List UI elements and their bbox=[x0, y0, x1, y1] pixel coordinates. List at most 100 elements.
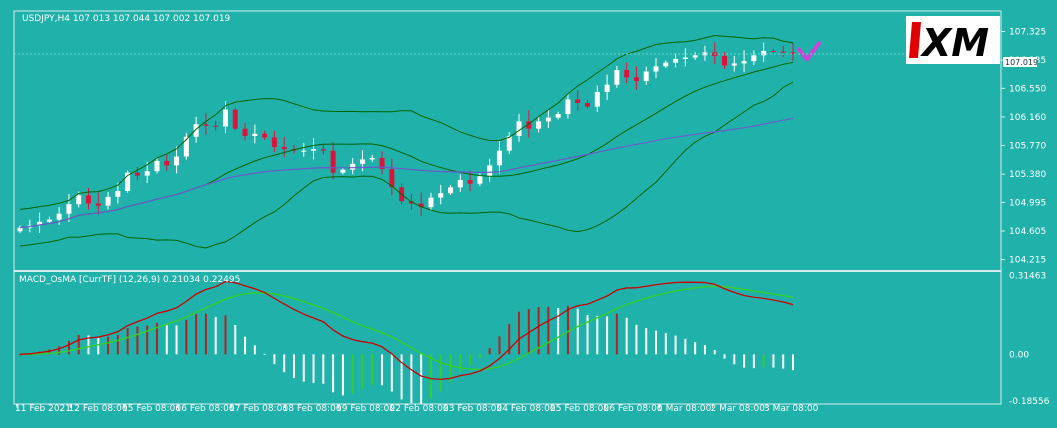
osma-histogram-bar bbox=[195, 313, 198, 355]
osma-histogram-bar bbox=[469, 354, 472, 366]
candle-body bbox=[682, 57, 688, 59]
osma-histogram-bar bbox=[792, 354, 794, 371]
osma-histogram-bar bbox=[527, 309, 530, 355]
candle-body bbox=[369, 158, 375, 160]
candle-body bbox=[496, 150, 502, 166]
osma-histogram-bar bbox=[498, 336, 501, 355]
price-tick-label: 105.770 bbox=[1009, 142, 1046, 152]
candle-body bbox=[575, 99, 581, 103]
time-tick-label: 17 Feb 08:00 bbox=[229, 404, 288, 414]
osma-histogram-bar bbox=[635, 324, 638, 355]
candle-body bbox=[692, 55, 698, 58]
osma-histogram-bar bbox=[488, 348, 491, 355]
candle-body bbox=[702, 52, 708, 56]
candle-body bbox=[262, 133, 268, 138]
candle-body bbox=[663, 62, 669, 67]
candle-body bbox=[731, 63, 737, 66]
osma-histogram-bar bbox=[713, 350, 716, 355]
candle-body bbox=[526, 121, 532, 129]
osma-histogram-bar bbox=[762, 354, 765, 368]
osma-histogram-bar bbox=[566, 305, 569, 355]
osma-histogram-bar bbox=[97, 337, 100, 355]
candle-body bbox=[115, 191, 121, 197]
osma-histogram-bar bbox=[332, 354, 335, 393]
osma-histogram-bar bbox=[576, 308, 579, 355]
candle-body bbox=[134, 172, 140, 176]
time-tick-label: 25 Feb 08:00 bbox=[550, 404, 609, 414]
osma-histogram-bar bbox=[175, 325, 178, 355]
osma-histogram-bar bbox=[743, 354, 746, 368]
time-tick-label: 24 Feb 08:00 bbox=[497, 404, 556, 414]
candle-body bbox=[105, 196, 111, 206]
candle-body bbox=[418, 203, 424, 208]
osma-histogram-bar bbox=[400, 354, 403, 400]
signal-line bbox=[19, 285, 794, 371]
candle-body bbox=[633, 77, 639, 81]
osma-histogram-bar bbox=[165, 325, 168, 355]
osma-histogram-bar bbox=[674, 335, 677, 355]
candle-body bbox=[653, 66, 659, 72]
candle-body bbox=[741, 61, 747, 64]
osma-histogram-bar bbox=[214, 317, 217, 355]
candle-body bbox=[643, 71, 649, 81]
axis-layer: 107.325106.935106.550106.160105.770105.3… bbox=[13, 10, 1050, 414]
osma-histogram-bar bbox=[234, 325, 237, 355]
osma-histogram-bar bbox=[77, 334, 80, 355]
price-tick-label: 105.380 bbox=[1009, 170, 1046, 180]
osma-histogram-bar bbox=[752, 354, 755, 369]
osma-histogram-bar bbox=[136, 326, 139, 355]
osma-histogram-bar bbox=[586, 315, 589, 355]
time-tick-label: 15 Feb 08:00 bbox=[122, 404, 181, 414]
osma-histogram-bar bbox=[67, 340, 70, 355]
candle-body bbox=[467, 180, 473, 184]
osma-histogram-bar bbox=[420, 354, 423, 405]
osma-histogram-bar bbox=[684, 338, 687, 355]
candle-body bbox=[555, 114, 561, 118]
indicator-tick-label: -0.18556 bbox=[1009, 397, 1050, 407]
osma-histogram-bar bbox=[664, 333, 667, 355]
candle-body bbox=[17, 227, 23, 232]
candle-body bbox=[389, 169, 395, 188]
candle-body bbox=[252, 133, 258, 136]
osma-histogram-bar bbox=[596, 315, 599, 355]
candle-body bbox=[506, 136, 512, 151]
osma-histogram-bar bbox=[733, 354, 736, 365]
osma-histogram-bar bbox=[645, 328, 648, 355]
time-tick-label: 1 Mar 08:00 bbox=[657, 404, 712, 414]
osma-histogram-bar bbox=[87, 335, 90, 355]
osma-histogram-bar bbox=[410, 354, 413, 404]
time-tick-label: 23 Feb 08:00 bbox=[443, 404, 502, 414]
osma-histogram-bar bbox=[224, 315, 227, 355]
candle-body bbox=[213, 125, 219, 127]
price-tick-label: 106.550 bbox=[1009, 84, 1046, 94]
price-tick-label: 104.605 bbox=[1009, 227, 1046, 237]
candle-body bbox=[780, 51, 786, 53]
osma-histogram-bar bbox=[655, 330, 658, 355]
osma-histogram-bar bbox=[116, 335, 119, 355]
candle-body bbox=[37, 221, 43, 226]
osma-histogram-bar bbox=[371, 354, 374, 385]
candle-body bbox=[56, 213, 62, 220]
price-tick-label: 104.995 bbox=[1009, 198, 1046, 208]
osma-histogram-bar bbox=[381, 354, 384, 386]
osma-histogram-bar bbox=[273, 354, 276, 365]
candle-body bbox=[76, 195, 82, 205]
candle-body bbox=[585, 103, 591, 107]
time-tick-label: 12 Feb 08:00 bbox=[69, 404, 128, 414]
candle-body bbox=[536, 121, 542, 129]
candle-body bbox=[673, 59, 679, 63]
osma-histogram-bar bbox=[615, 313, 618, 355]
macd-line bbox=[19, 280, 794, 381]
osma-histogram-bar bbox=[625, 317, 628, 355]
osma-histogram-bar bbox=[322, 354, 325, 384]
osma-histogram-bar bbox=[439, 354, 442, 392]
candle-body bbox=[477, 176, 483, 184]
osma-histogram-bar bbox=[449, 354, 452, 383]
candle-body bbox=[125, 172, 131, 191]
time-tick-label: 26 Feb 08:00 bbox=[604, 404, 663, 414]
osma-histogram-bar bbox=[48, 349, 51, 355]
candle-body bbox=[624, 70, 630, 78]
osma-histogram-bar bbox=[204, 313, 207, 355]
